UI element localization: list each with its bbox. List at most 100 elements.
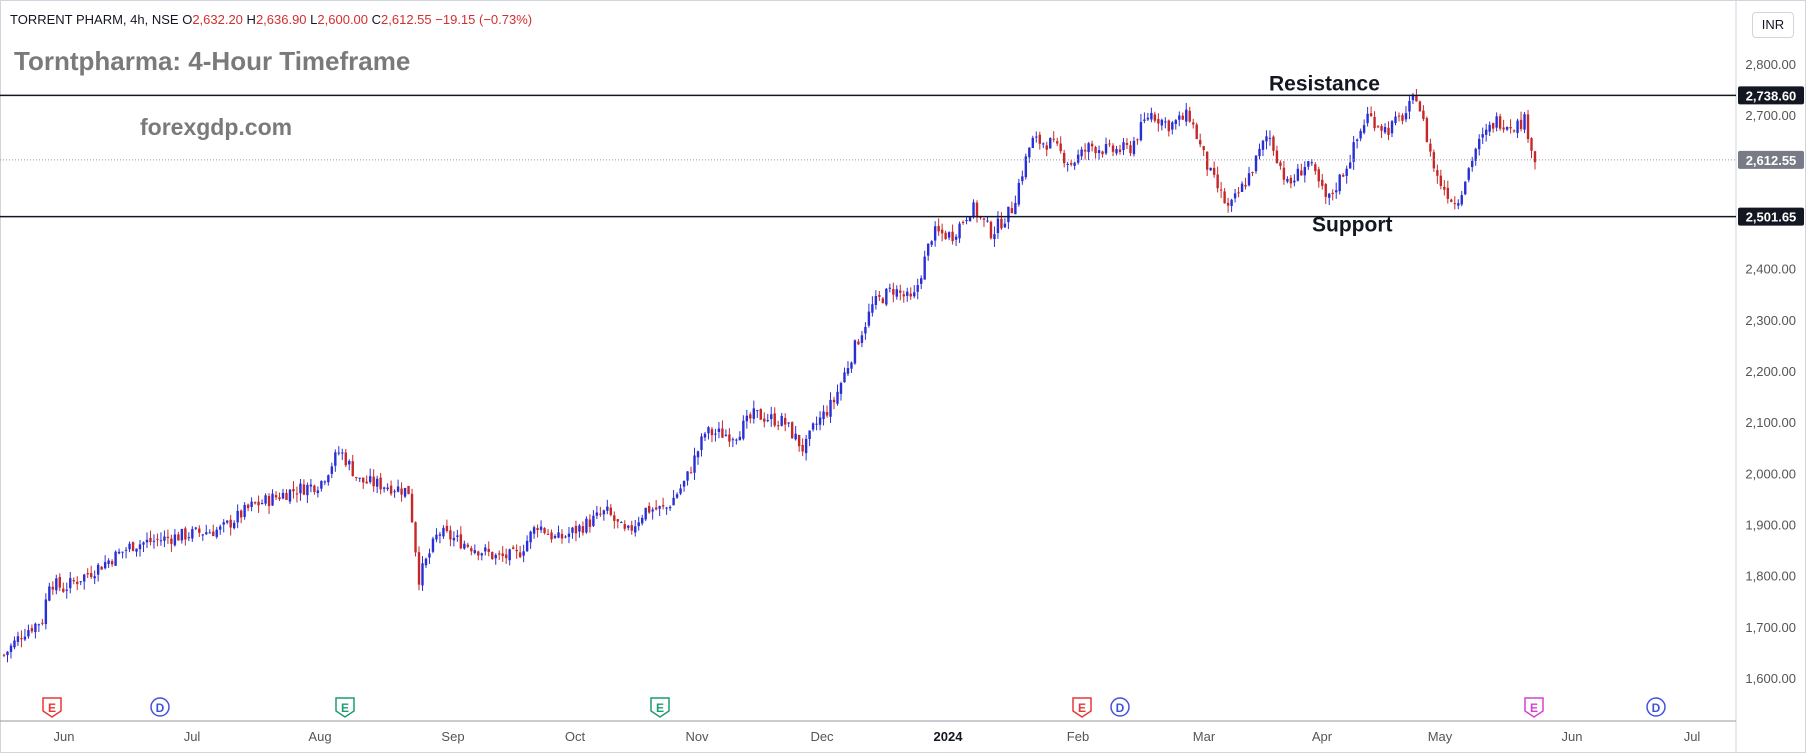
x-tick-label: Jun <box>1562 729 1583 744</box>
candle-body <box>456 535 459 537</box>
candle-body <box>1003 223 1007 228</box>
candle-body <box>1488 124 1491 132</box>
candle-body <box>1150 112 1153 120</box>
candle-body <box>1471 160 1474 168</box>
candle-body <box>515 549 518 552</box>
candle-body <box>379 477 382 490</box>
price-axis[interactable]: 2,800.00 2,700.00 2,400.00 2,300.00 2,200.00… <box>1745 57 1796 686</box>
candles <box>2 88 1537 663</box>
candle-body <box>205 532 208 535</box>
earnings-icon <box>650 697 670 718</box>
candle-body <box>1000 218 1003 229</box>
candle-body <box>1467 168 1470 180</box>
candle-body <box>1192 122 1195 125</box>
candle-body <box>1335 190 1338 193</box>
symbol-label: TORRENT PHARM, 4h, NSE <box>10 12 179 27</box>
candle-body <box>1296 168 1300 181</box>
candle-body <box>871 304 874 313</box>
candle-body <box>1359 130 1362 139</box>
candle-body <box>20 638 23 640</box>
candle-body <box>693 455 696 473</box>
candle-body <box>121 551 124 553</box>
candle-body <box>257 501 260 506</box>
candle-body <box>1101 151 1104 155</box>
candle-body <box>274 495 278 498</box>
candle-body <box>239 510 243 518</box>
candle-body <box>86 573 89 575</box>
candle-body <box>424 558 428 566</box>
candle-body <box>1307 161 1310 167</box>
candle-body <box>613 515 616 521</box>
x-tick-label: Mar <box>1193 729 1216 744</box>
candle-body <box>1457 203 1460 206</box>
candle-body <box>818 417 822 425</box>
dividend-icon-label: D <box>156 701 165 715</box>
candle-body <box>947 232 951 238</box>
candle-body <box>470 548 473 552</box>
currency-button[interactable]: INR <box>1752 12 1794 38</box>
candle-body <box>330 466 334 474</box>
candle-body <box>187 537 191 539</box>
candle-body <box>853 340 857 364</box>
candle-body <box>62 588 65 592</box>
candle-body <box>1289 177 1293 184</box>
candle-body <box>1195 124 1198 140</box>
candle-body <box>414 522 417 553</box>
candle-body <box>1132 140 1136 155</box>
candle-body <box>194 527 198 529</box>
candle-body <box>477 551 480 556</box>
candle-body <box>616 519 619 522</box>
candle-body <box>114 551 117 566</box>
candle-body <box>1076 154 1080 163</box>
candle-body <box>103 562 107 569</box>
candle-body <box>996 218 1000 234</box>
candle-body <box>1464 181 1467 195</box>
candle-body <box>511 547 515 549</box>
candle-body <box>1118 149 1122 152</box>
candle-body <box>386 487 389 490</box>
candle-body <box>1443 186 1446 190</box>
candle-body <box>1178 115 1181 120</box>
candle-body <box>1401 115 1404 121</box>
candle-body <box>707 427 710 434</box>
candle-body <box>1355 139 1359 141</box>
x-tick-label: Sep <box>441 729 464 744</box>
candle-body <box>961 221 965 223</box>
candle-body <box>1530 138 1533 151</box>
candle-body <box>679 488 682 494</box>
candle-body <box>463 543 466 549</box>
candle-body <box>1024 156 1028 178</box>
candle-body <box>1108 143 1111 145</box>
candle-body <box>1279 162 1282 167</box>
candle-body <box>407 485 410 495</box>
candle-body <box>1422 110 1425 120</box>
level-badge-text: 2,501.65 <box>1746 210 1797 225</box>
candle-body <box>2 654 6 656</box>
candle-body <box>843 372 846 383</box>
time-axis[interactable]: Jun Jul Aug Sep Oct Nov Dec 2024 Feb Mar Apr May Jun… <box>54 729 1701 744</box>
candle-body <box>341 452 344 454</box>
candle-body <box>602 510 606 515</box>
earnings-icon <box>42 697 62 718</box>
y-tick-label: 2,100.00 <box>1745 415 1796 430</box>
candle-body <box>539 526 543 531</box>
candle-body <box>1533 151 1537 163</box>
x-tick-label: Oct <box>565 729 586 744</box>
candle-body <box>1408 101 1411 112</box>
candle-body <box>1446 187 1450 199</box>
candle-body <box>951 231 954 242</box>
candle-body <box>728 434 731 442</box>
candle-body <box>348 460 351 465</box>
candle-body <box>749 414 752 419</box>
candle-body <box>658 506 661 509</box>
candle-body <box>198 528 201 533</box>
candle-body <box>355 476 358 478</box>
candle-body <box>438 534 442 536</box>
candle-body <box>864 326 867 334</box>
candle-body <box>714 433 717 435</box>
candle-body <box>145 539 149 543</box>
candle-body <box>1390 121 1394 134</box>
candle-body <box>1017 182 1021 205</box>
candle-body <box>491 551 494 559</box>
